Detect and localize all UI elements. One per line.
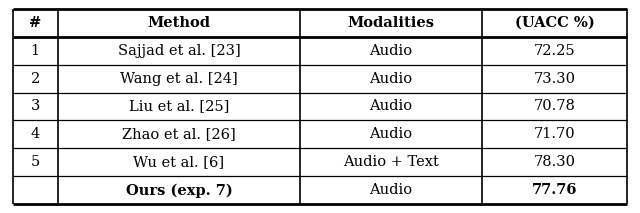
- Text: Audio: Audio: [369, 72, 413, 85]
- Text: Zhao et al. [26]: Zhao et al. [26]: [122, 128, 236, 141]
- Text: Audio: Audio: [369, 99, 413, 114]
- Text: 5: 5: [31, 155, 40, 170]
- Text: 73.30: 73.30: [533, 72, 575, 85]
- Text: #: #: [29, 16, 42, 30]
- Text: Audio: Audio: [369, 183, 413, 197]
- Text: 78.30: 78.30: [533, 155, 575, 170]
- Text: 70.78: 70.78: [534, 99, 575, 114]
- Text: Modalities: Modalities: [348, 16, 435, 30]
- Text: Liu et al. [25]: Liu et al. [25]: [129, 99, 229, 114]
- Text: 71.70: 71.70: [534, 128, 575, 141]
- Text: Wang et al. [24]: Wang et al. [24]: [120, 72, 238, 85]
- Text: Sajjad et al. [23]: Sajjad et al. [23]: [118, 43, 241, 58]
- Text: Wu et al. [6]: Wu et al. [6]: [133, 155, 225, 170]
- Text: 4: 4: [31, 128, 40, 141]
- Text: 1: 1: [31, 43, 40, 58]
- Text: 2: 2: [31, 72, 40, 85]
- Text: (UACC %): (UACC %): [515, 16, 595, 30]
- Text: Audio: Audio: [369, 43, 413, 58]
- Text: Audio + Text: Audio + Text: [343, 155, 439, 170]
- Text: 77.76: 77.76: [532, 183, 577, 197]
- Text: 72.25: 72.25: [534, 43, 575, 58]
- Text: 3: 3: [31, 99, 40, 114]
- Text: Ours (exp. 7): Ours (exp. 7): [125, 183, 232, 198]
- Text: Audio: Audio: [369, 128, 413, 141]
- Text: Method: Method: [147, 16, 211, 30]
